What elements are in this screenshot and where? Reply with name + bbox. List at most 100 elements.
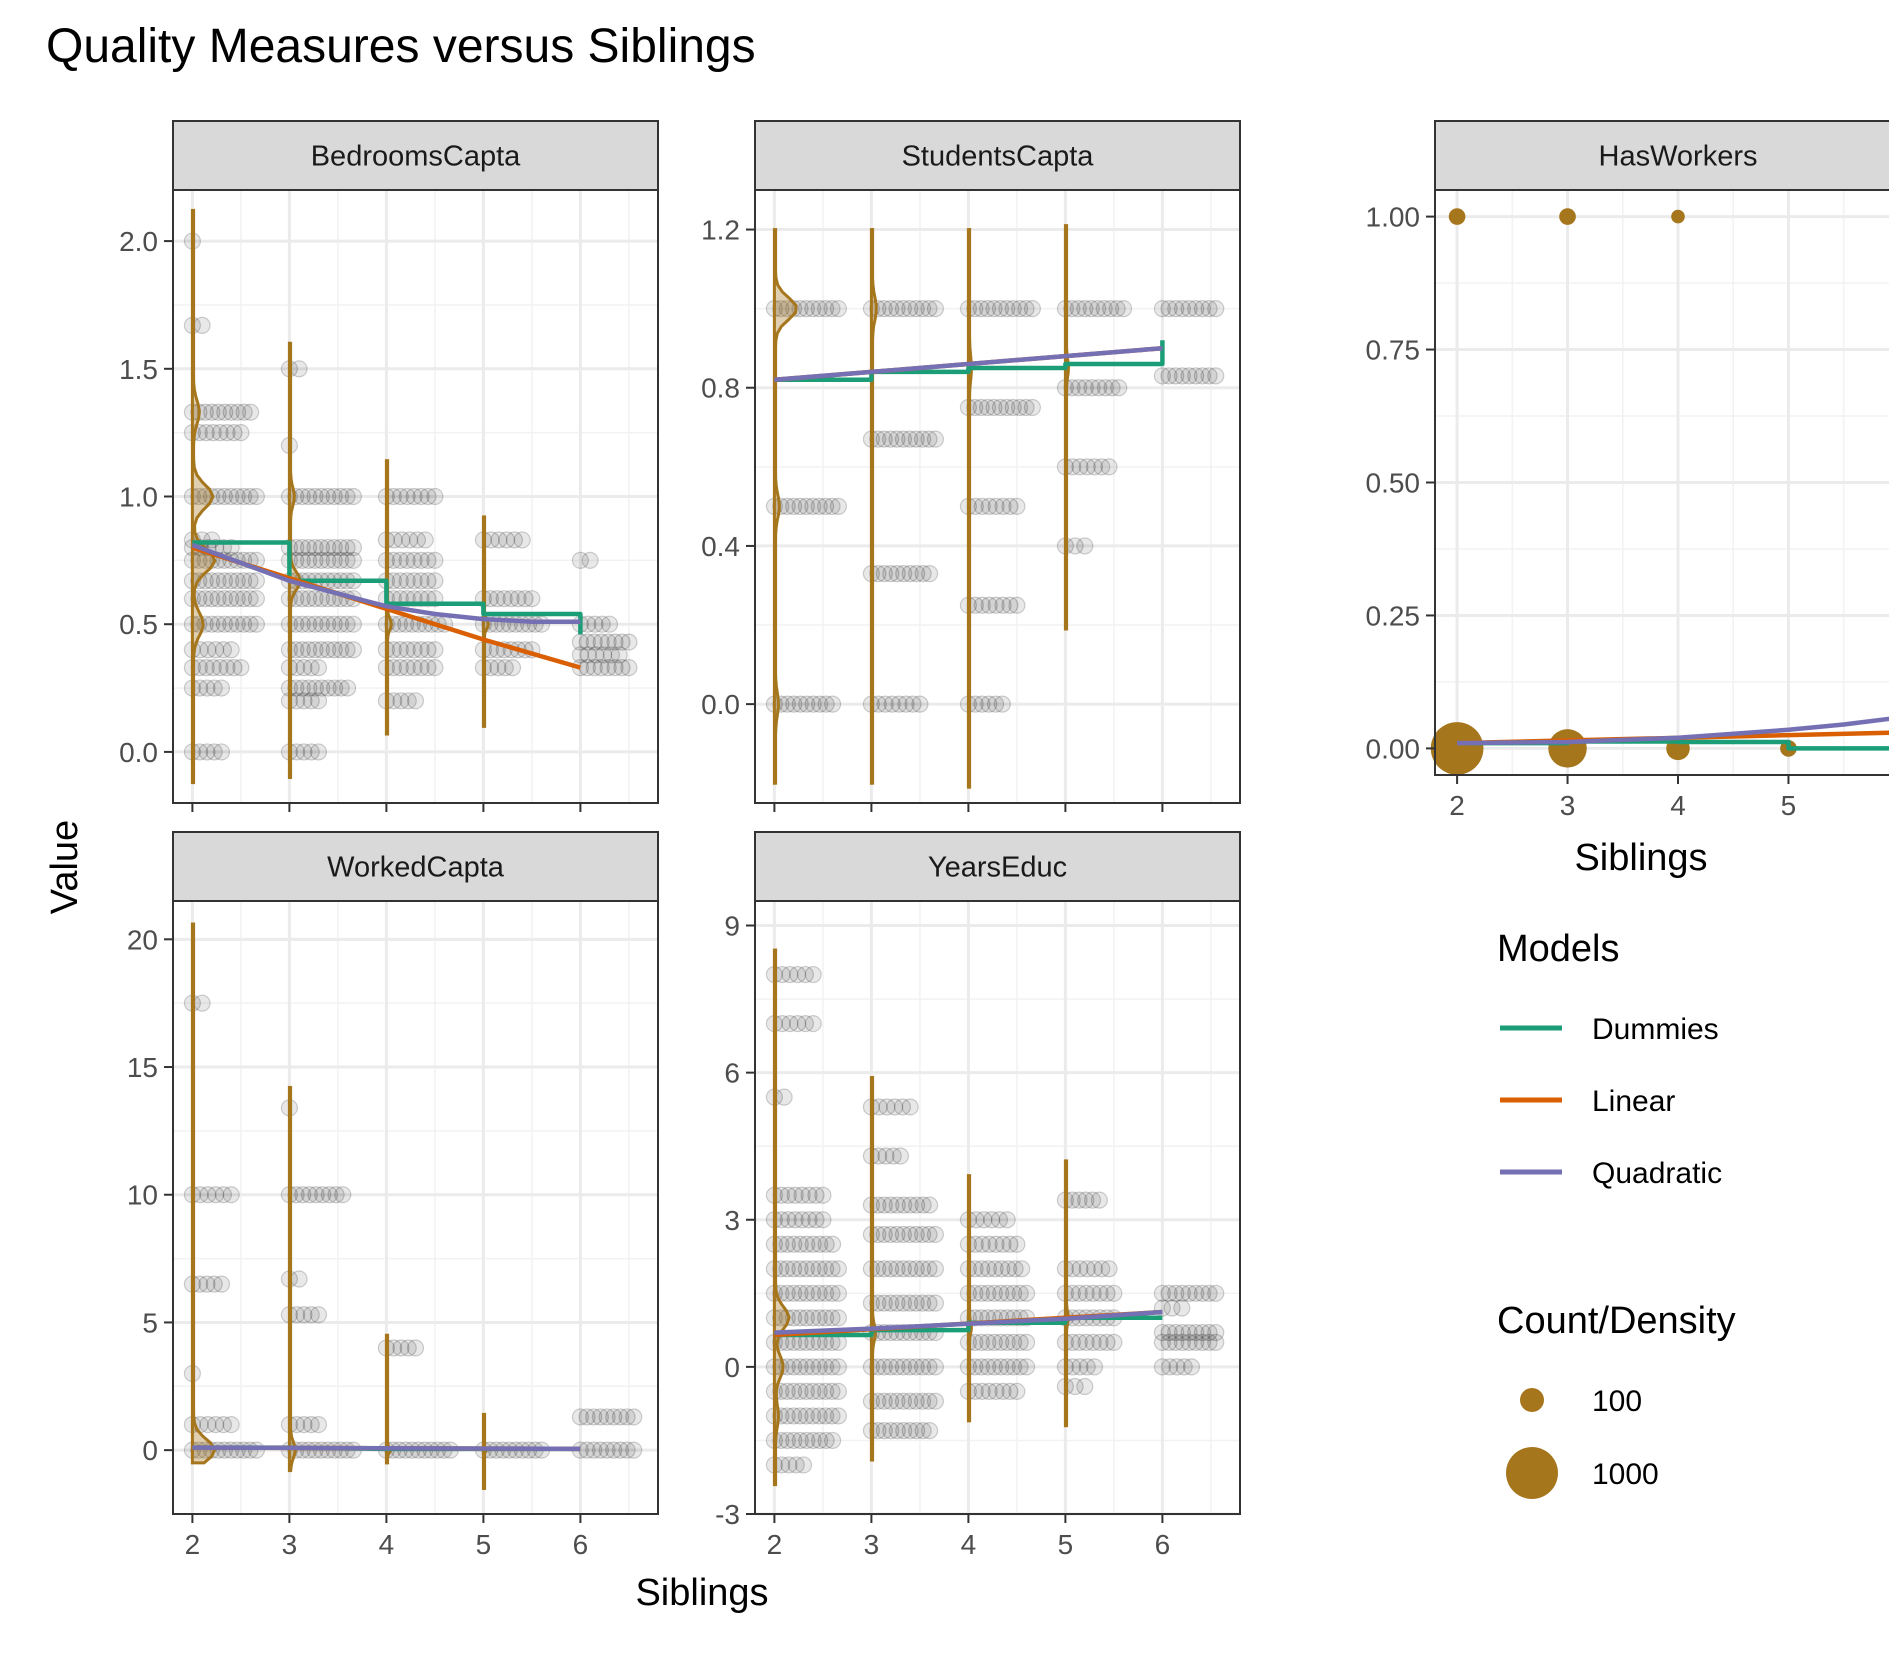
data-point xyxy=(807,1211,825,1229)
data-point xyxy=(426,487,444,506)
data-point xyxy=(591,1441,610,1459)
data-point xyxy=(344,641,363,659)
data-point xyxy=(1200,367,1218,385)
data-point xyxy=(1085,1260,1104,1278)
data-point xyxy=(1017,300,1035,318)
plot-title: Quality Measures versus Siblings xyxy=(46,20,756,73)
data-point xyxy=(319,538,337,557)
data-point xyxy=(998,1211,1016,1229)
data-point xyxy=(1070,1333,1088,1351)
data-point xyxy=(779,1186,797,1204)
data-point xyxy=(300,641,318,659)
data-point xyxy=(972,398,990,417)
data-point xyxy=(778,1260,796,1278)
data-point xyxy=(235,590,253,608)
data-point xyxy=(199,1186,217,1204)
data-point xyxy=(998,1284,1016,1302)
data-point xyxy=(215,487,234,506)
data-point xyxy=(804,965,822,984)
data-point xyxy=(1173,1284,1192,1302)
legend-count-1000-label: 1000 xyxy=(1592,1458,1659,1491)
data-point xyxy=(875,1422,893,1440)
data-point xyxy=(1076,537,1094,555)
data-point xyxy=(325,551,343,569)
data-point xyxy=(198,743,216,761)
y-tick-label: 6 xyxy=(724,1058,740,1089)
data-point xyxy=(1070,1284,1088,1302)
density-violin xyxy=(869,227,878,785)
data-point xyxy=(611,1441,630,1459)
data-point xyxy=(888,1260,906,1278)
density-violin xyxy=(772,227,798,785)
data-point xyxy=(793,1186,811,1204)
data-point xyxy=(797,1407,816,1425)
data-point xyxy=(300,615,318,633)
data-point xyxy=(979,1260,998,1278)
data-point xyxy=(325,538,343,557)
data-point xyxy=(1098,1333,1116,1351)
data-point xyxy=(625,1408,643,1426)
data-point xyxy=(926,430,945,448)
data-point xyxy=(1180,1284,1198,1302)
data-point xyxy=(979,398,997,417)
data-point xyxy=(798,1235,816,1253)
legend-dummies-label: Dummies xyxy=(1592,1013,1719,1046)
data-point xyxy=(901,430,919,448)
data-point xyxy=(247,572,266,590)
data-point xyxy=(985,300,1003,318)
data-point xyxy=(391,551,409,569)
data-point xyxy=(513,531,531,549)
data-point xyxy=(302,743,320,761)
data-point xyxy=(571,659,590,677)
x-tick-label: 4 xyxy=(1670,790,1686,821)
data-point xyxy=(829,1358,848,1376)
data-point xyxy=(325,615,343,633)
data-point xyxy=(1173,1323,1192,1342)
data-point xyxy=(1207,1323,1225,1342)
data-point xyxy=(920,1358,938,1376)
data-point xyxy=(338,641,356,659)
data-point xyxy=(1005,1284,1023,1302)
data-point xyxy=(600,615,619,633)
data-point xyxy=(401,531,419,549)
data-point xyxy=(571,646,590,664)
legend-count-100-label: 100 xyxy=(1592,1385,1642,1418)
data-point xyxy=(804,1260,822,1278)
data-point xyxy=(295,1416,313,1434)
data-point xyxy=(300,1186,319,1204)
data-point xyxy=(993,1260,1011,1278)
data-point xyxy=(228,590,246,608)
y-tick-label: 9 xyxy=(724,911,740,942)
data-point xyxy=(778,1235,796,1253)
data-point xyxy=(1193,300,1212,318)
data-point xyxy=(1187,367,1205,385)
data-point xyxy=(883,695,901,713)
data-point xyxy=(875,430,893,448)
data-point xyxy=(926,1260,945,1278)
data-point xyxy=(829,1407,848,1425)
data-point xyxy=(214,1416,233,1434)
data-point xyxy=(1011,1333,1029,1351)
x-tick-label: 6 xyxy=(1155,1529,1171,1560)
data-point xyxy=(293,641,311,659)
data-point xyxy=(222,615,240,633)
x-tick-label: 4 xyxy=(961,1529,977,1560)
data-point xyxy=(823,1382,841,1401)
y-tick-label: 1.5 xyxy=(119,354,158,385)
data-point xyxy=(907,1225,925,1244)
data-point xyxy=(1153,1358,1172,1376)
data-point xyxy=(412,659,430,677)
data-point xyxy=(620,659,638,677)
data-point xyxy=(1091,1333,1109,1351)
model-line-quadratic xyxy=(774,1309,1163,1335)
data-point xyxy=(972,1358,990,1376)
data-point xyxy=(344,487,363,506)
data-point xyxy=(1004,300,1022,318)
data-point xyxy=(785,1235,803,1253)
data-point xyxy=(426,641,444,659)
density-violin xyxy=(1063,224,1071,631)
data-point xyxy=(592,659,610,677)
data-point xyxy=(585,659,603,677)
data-point xyxy=(307,1186,325,1204)
data-point xyxy=(914,1225,932,1244)
